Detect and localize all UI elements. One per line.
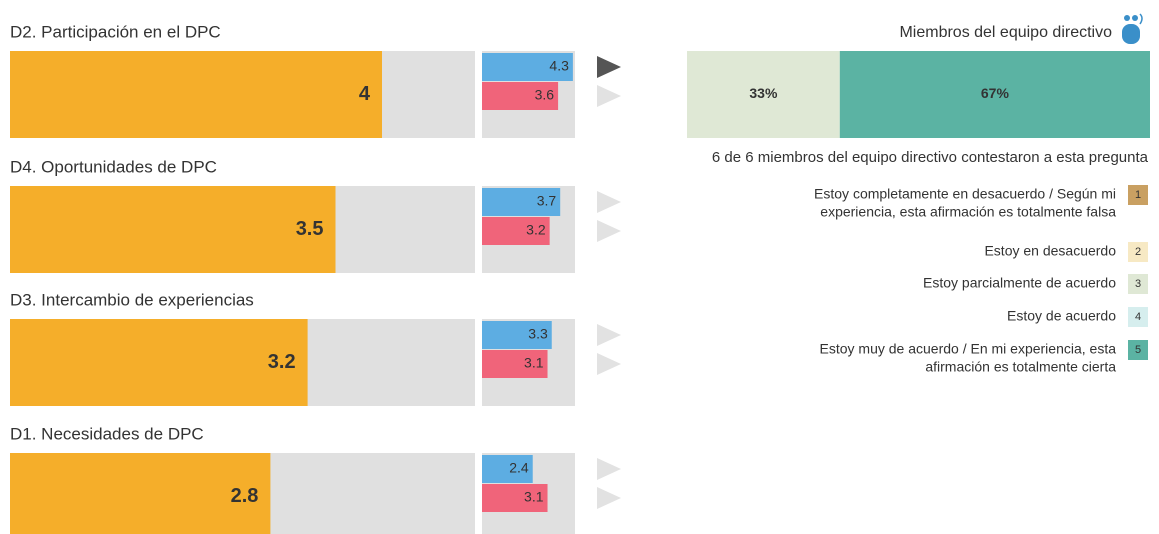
- comparison-bar: [482, 350, 548, 378]
- legend-swatch: [1128, 242, 1148, 262]
- response-note: 6 de 6 miembros del equipo directivo con…: [712, 149, 1149, 166]
- team-icon: [1122, 13, 1143, 44]
- comparison-label: 3.3: [528, 326, 548, 342]
- bar-label: 3.5: [296, 218, 324, 240]
- legend-label: Estoy de acuerdo: [1007, 308, 1116, 324]
- legend-swatch: [1128, 340, 1148, 360]
- legend-key: 3: [1135, 278, 1141, 290]
- legend-label: afirmación es totalmente cierta: [925, 359, 1116, 375]
- legend-key: 1: [1135, 189, 1141, 201]
- comparison-bar: [482, 455, 533, 483]
- arrow[interactable]: [597, 353, 621, 375]
- comparison-label: 2.4: [509, 460, 529, 476]
- comparison-label: 4.3: [549, 58, 569, 74]
- legend-label: experiencia, esta afirmación es totalmen…: [820, 204, 1116, 220]
- legend-label: Estoy completamente en desacuerdo / Segú…: [814, 186, 1116, 202]
- bar-label: 4: [359, 83, 371, 105]
- legend-label: Estoy parcialmente de acuerdo: [923, 275, 1116, 291]
- arrow[interactable]: [597, 220, 621, 242]
- segment: [687, 51, 840, 138]
- legend-label: Estoy en desacuerdo: [984, 243, 1116, 259]
- arrow[interactable]: [597, 85, 621, 107]
- row-title: D4. Oportunidades de DPC: [10, 157, 217, 176]
- arrow[interactable]: [597, 324, 621, 346]
- legend-key: 2: [1135, 246, 1141, 258]
- arrow[interactable]: [597, 487, 621, 509]
- segment-label: 33%: [749, 85, 778, 101]
- row-title: D3. Intercambio de experiencias: [10, 290, 254, 309]
- segment: [839, 51, 1150, 138]
- comparison-label: 3.1: [524, 355, 544, 371]
- bar: [10, 51, 382, 138]
- arrow[interactable]: [597, 56, 621, 78]
- arrow[interactable]: [597, 458, 621, 480]
- bar-label: 2.8: [231, 485, 259, 507]
- legend-key: 4: [1135, 311, 1141, 323]
- chart-title: Miembros del equipo directivo: [899, 24, 1112, 41]
- comparison-bar: [482, 217, 550, 245]
- comparison-bar: [482, 53, 573, 81]
- bar-label: 3.2: [268, 351, 296, 373]
- comparison-label: 3.6: [535, 87, 555, 103]
- row-title: D1. Necesidades de DPC: [10, 424, 204, 443]
- bar: [10, 319, 308, 406]
- comparison-label: 3.1: [524, 489, 544, 505]
- bar: [10, 453, 271, 534]
- legend-swatch: [1128, 307, 1148, 327]
- comparison-label: 3.2: [526, 222, 546, 238]
- legend-label: Estoy muy de acuerdo / En mi experiencia…: [820, 341, 1117, 357]
- arrow[interactable]: [597, 191, 621, 213]
- comparison-bar: [482, 484, 548, 512]
- legend-swatch: [1128, 185, 1148, 205]
- row-title: D2. Participación en el DPC: [10, 22, 221, 41]
- legend-key: 5: [1135, 344, 1141, 356]
- comparison-bar: [482, 321, 552, 349]
- comparison-label: 3.7: [537, 193, 557, 209]
- comparison-bar: [482, 82, 559, 110]
- legend-swatch: [1128, 274, 1148, 294]
- comparison-bar: [482, 188, 561, 216]
- bar: [10, 186, 336, 273]
- segment-label: 67%: [981, 85, 1010, 101]
